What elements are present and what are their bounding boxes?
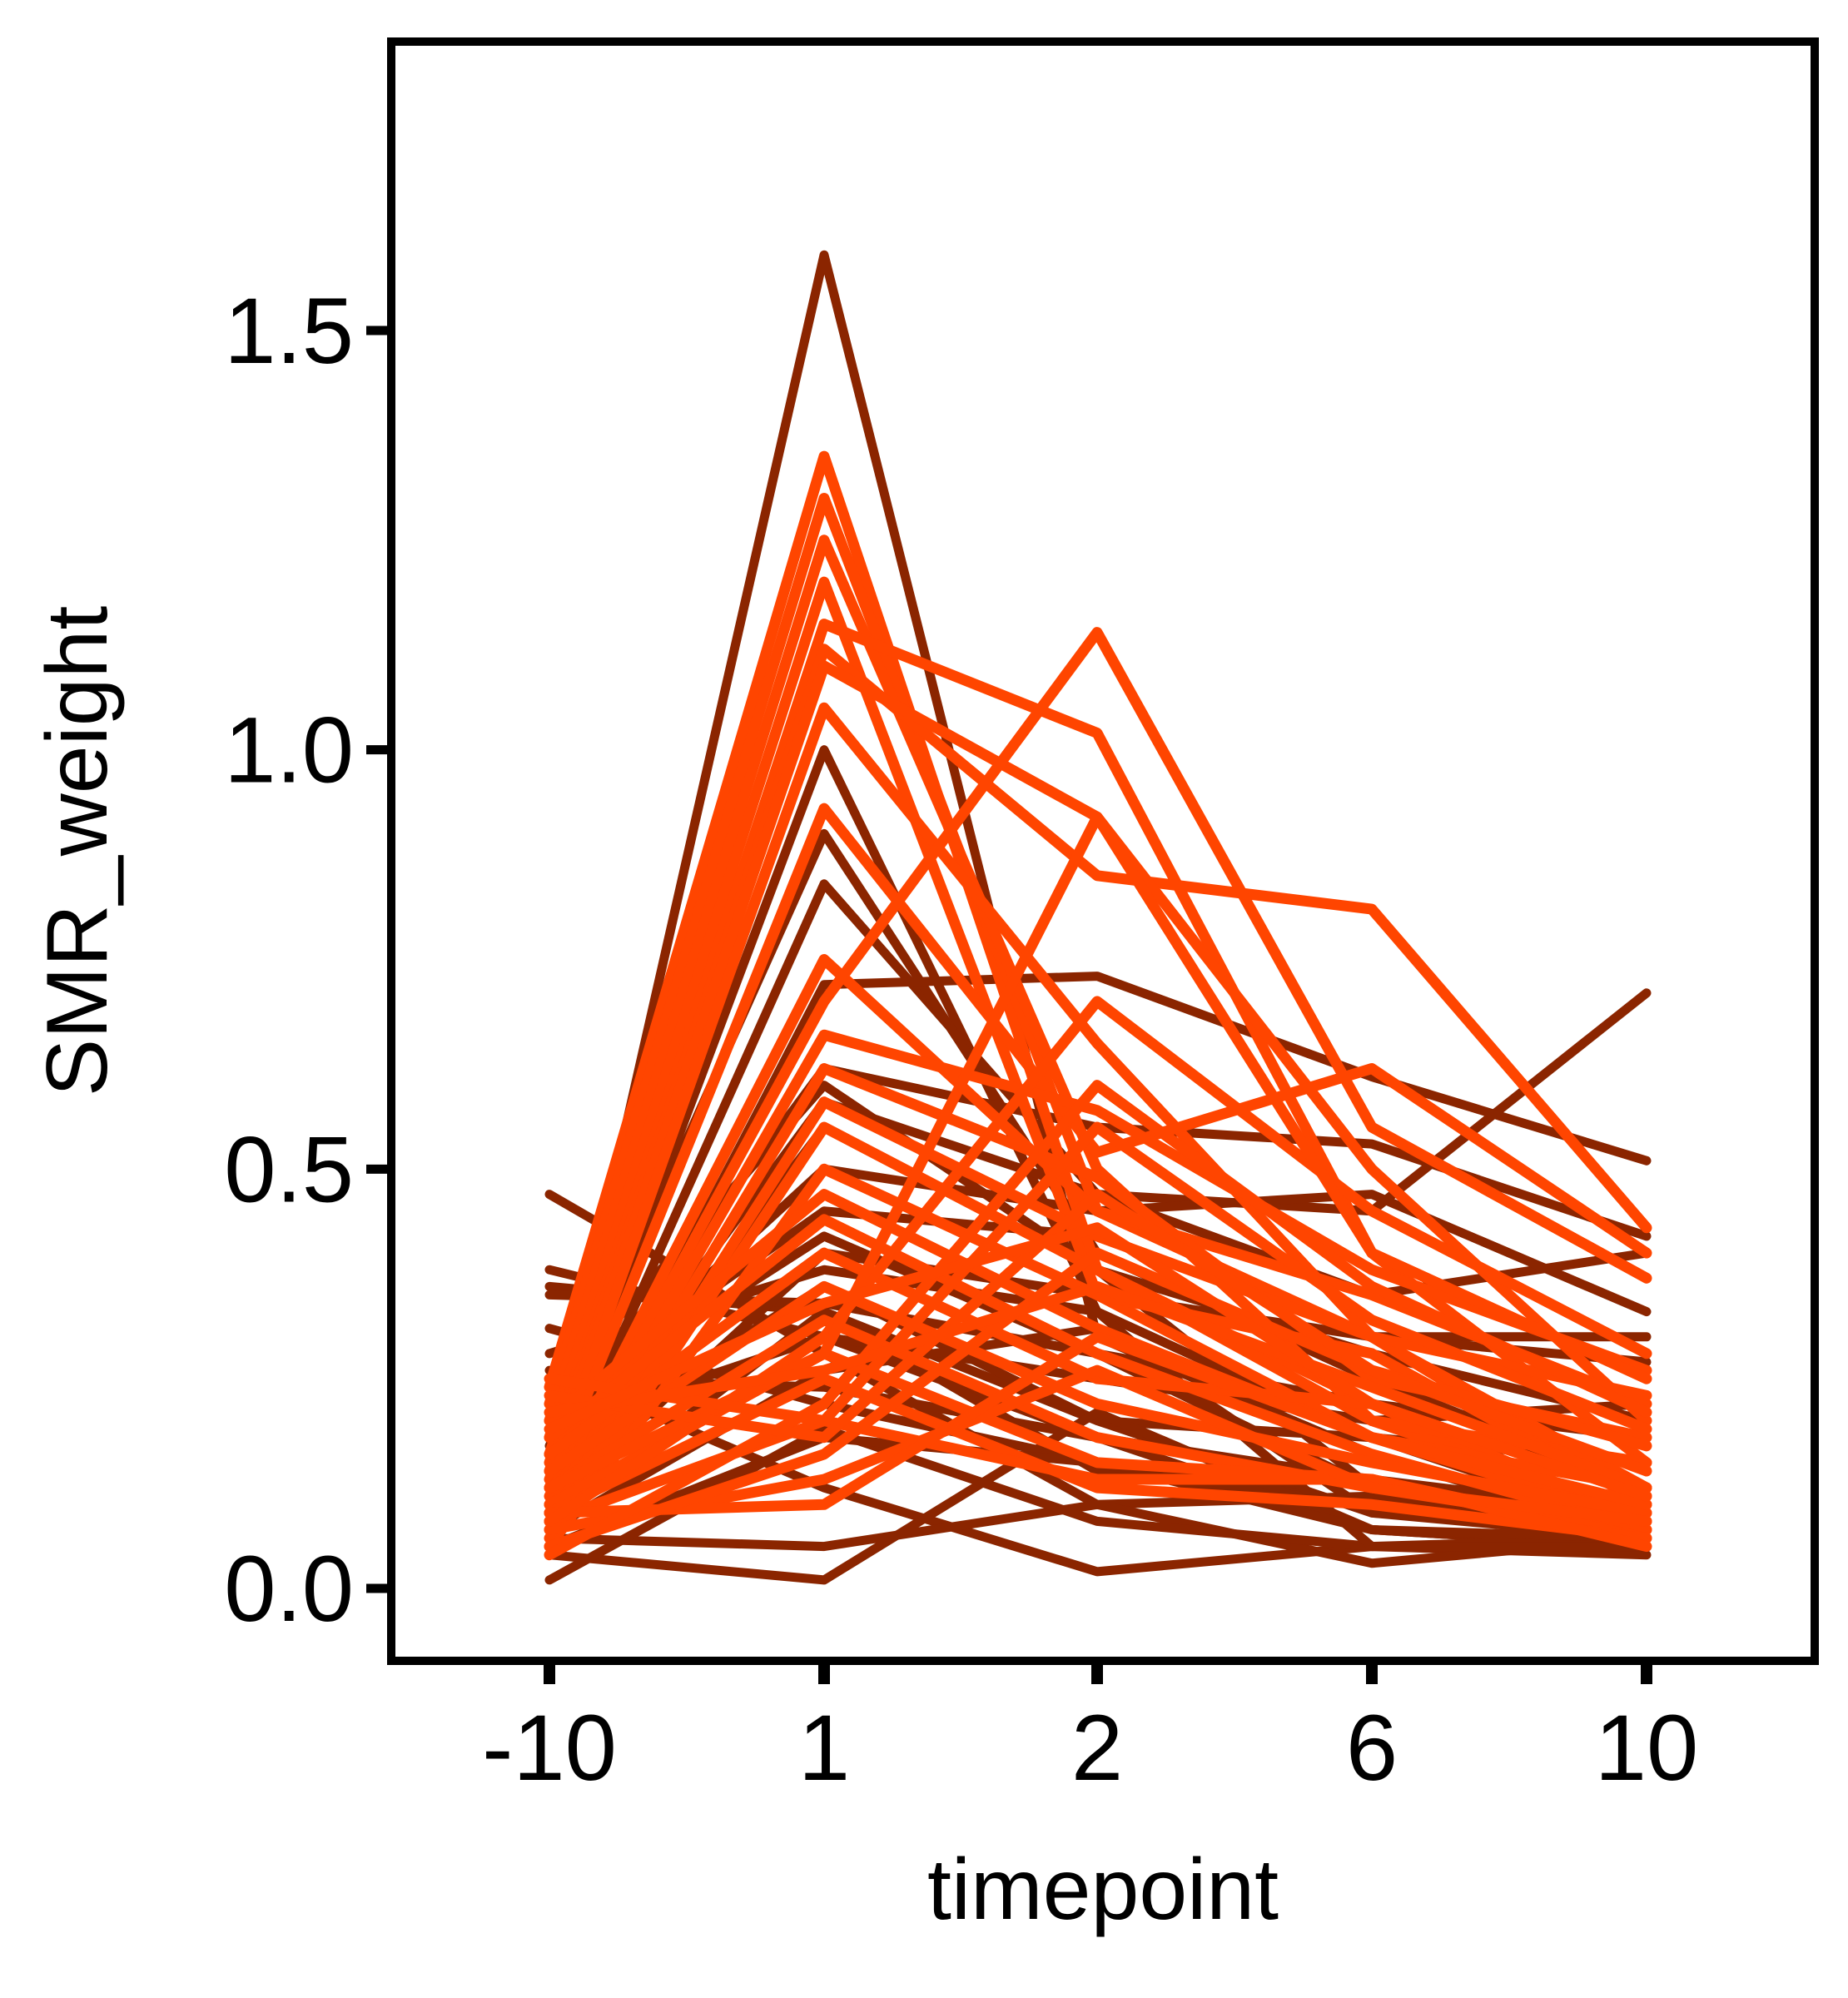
series-line-bright-59: [544, 1121, 1652, 1435]
y-axis-title: SMR_weight: [29, 606, 126, 1097]
series-line-bright-56: [544, 1080, 1652, 1561]
series-line-bright-55: [544, 1247, 1652, 1553]
series-line-bright-58: [544, 811, 1652, 1494]
series-line-bright-36: [544, 702, 1652, 1494]
y-tick-label: 0.5: [224, 1117, 354, 1221]
x-axis-title: timepoint: [927, 1841, 1279, 1938]
series-layer: [544, 250, 1652, 1585]
series-line-bright-40: [544, 1029, 1652, 1518]
y-tick-label: 1.0: [224, 698, 354, 803]
series-line-bright-62: [544, 1222, 1652, 1502]
series-line-bright-53: [544, 1364, 1652, 1535]
x-tick-label: -10: [482, 1696, 617, 1800]
series-line-bright-45: [544, 1189, 1652, 1527]
x-tick-label: 10: [1595, 1696, 1699, 1800]
x-tick-label: 1: [798, 1696, 850, 1800]
x-tick-label: 6: [1346, 1696, 1398, 1800]
y-tick-label: 1.5: [224, 279, 354, 383]
x-tick-label: 2: [1071, 1696, 1123, 1800]
series-line-bright-61: [544, 1280, 1652, 1494]
series-line-bright-37: [544, 803, 1652, 1494]
y-tick-label: 0.0: [224, 1537, 354, 1641]
x-axis: -10 1 2 6 10: [482, 1661, 1698, 1800]
series-line-dark-23: [544, 1499, 1652, 1568]
y-axis: 0.0 0.5 1.0 1.5: [224, 279, 391, 1641]
series-line-bright-39: [544, 627, 1652, 1510]
series-line-bright-54: [544, 1331, 1652, 1518]
series-line-bright-60: [544, 1189, 1652, 1477]
